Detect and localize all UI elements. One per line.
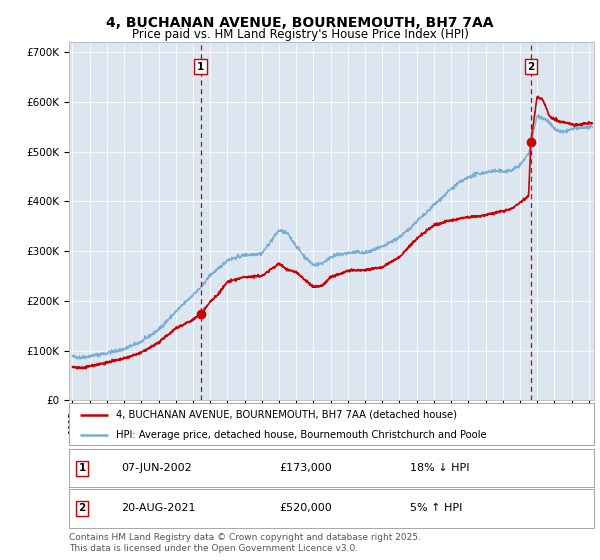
Text: 2: 2: [79, 503, 86, 514]
Text: 07-JUN-2002: 07-JUN-2002: [121, 463, 192, 473]
Text: £173,000: £173,000: [279, 463, 332, 473]
Text: 4, BUCHANAN AVENUE, BOURNEMOUTH, BH7 7AA (detached house): 4, BUCHANAN AVENUE, BOURNEMOUTH, BH7 7AA…: [116, 410, 457, 420]
Text: 5% ↑ HPI: 5% ↑ HPI: [410, 503, 463, 514]
Text: 1: 1: [79, 463, 86, 473]
Text: 18% ↓ HPI: 18% ↓ HPI: [410, 463, 470, 473]
Text: HPI: Average price, detached house, Bournemouth Christchurch and Poole: HPI: Average price, detached house, Bour…: [116, 430, 487, 440]
Text: £520,000: £520,000: [279, 503, 332, 514]
Text: Price paid vs. HM Land Registry's House Price Index (HPI): Price paid vs. HM Land Registry's House …: [131, 28, 469, 41]
Text: 1: 1: [197, 62, 204, 72]
Text: 2: 2: [527, 62, 535, 72]
Text: Contains HM Land Registry data © Crown copyright and database right 2025.
This d: Contains HM Land Registry data © Crown c…: [69, 533, 421, 553]
Text: 4, BUCHANAN AVENUE, BOURNEMOUTH, BH7 7AA: 4, BUCHANAN AVENUE, BOURNEMOUTH, BH7 7AA: [106, 16, 494, 30]
Text: 20-AUG-2021: 20-AUG-2021: [121, 503, 196, 514]
